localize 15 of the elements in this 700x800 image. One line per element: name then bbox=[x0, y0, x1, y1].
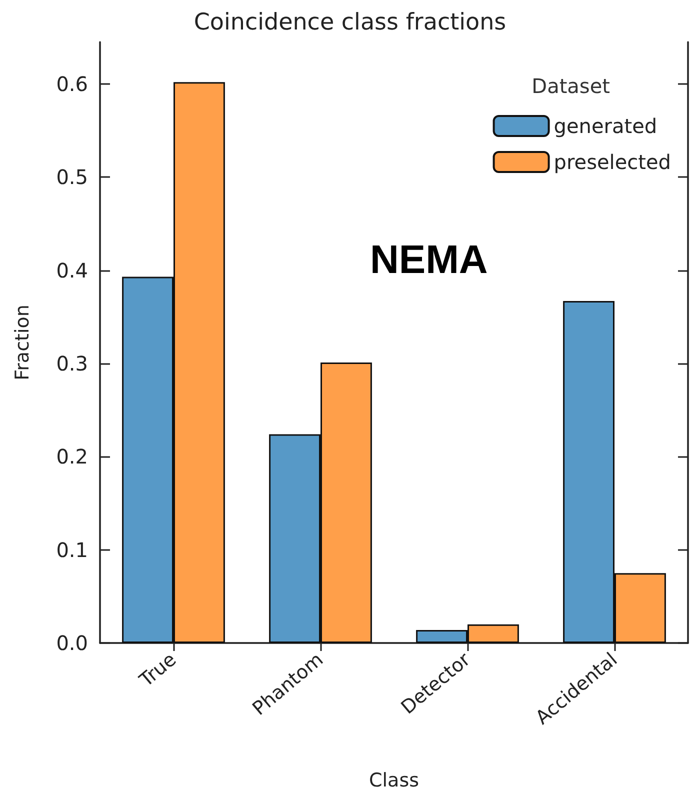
legend-label: preselected bbox=[554, 150, 672, 174]
legend-title: Dataset bbox=[532, 74, 610, 98]
y-tick-label: 0.6 bbox=[56, 72, 88, 96]
legend-label: generated bbox=[554, 114, 658, 138]
x-tick-label: True bbox=[134, 648, 181, 692]
y-tick-label: 0.0 bbox=[56, 631, 88, 655]
chart-title: Coincidence class fractions bbox=[194, 10, 506, 36]
annotation: NEMA bbox=[370, 238, 488, 282]
y-tick-label: 0.5 bbox=[56, 165, 88, 190]
y-axis-title: Fraction bbox=[12, 304, 34, 380]
y-tick-label: 0.1 bbox=[56, 538, 88, 562]
y-tick-label: 0.2 bbox=[56, 444, 88, 469]
x-axis-title: Class bbox=[369, 770, 419, 792]
y-tick-label: 0.3 bbox=[56, 351, 88, 376]
y-tick-label: 0.4 bbox=[56, 258, 88, 282]
